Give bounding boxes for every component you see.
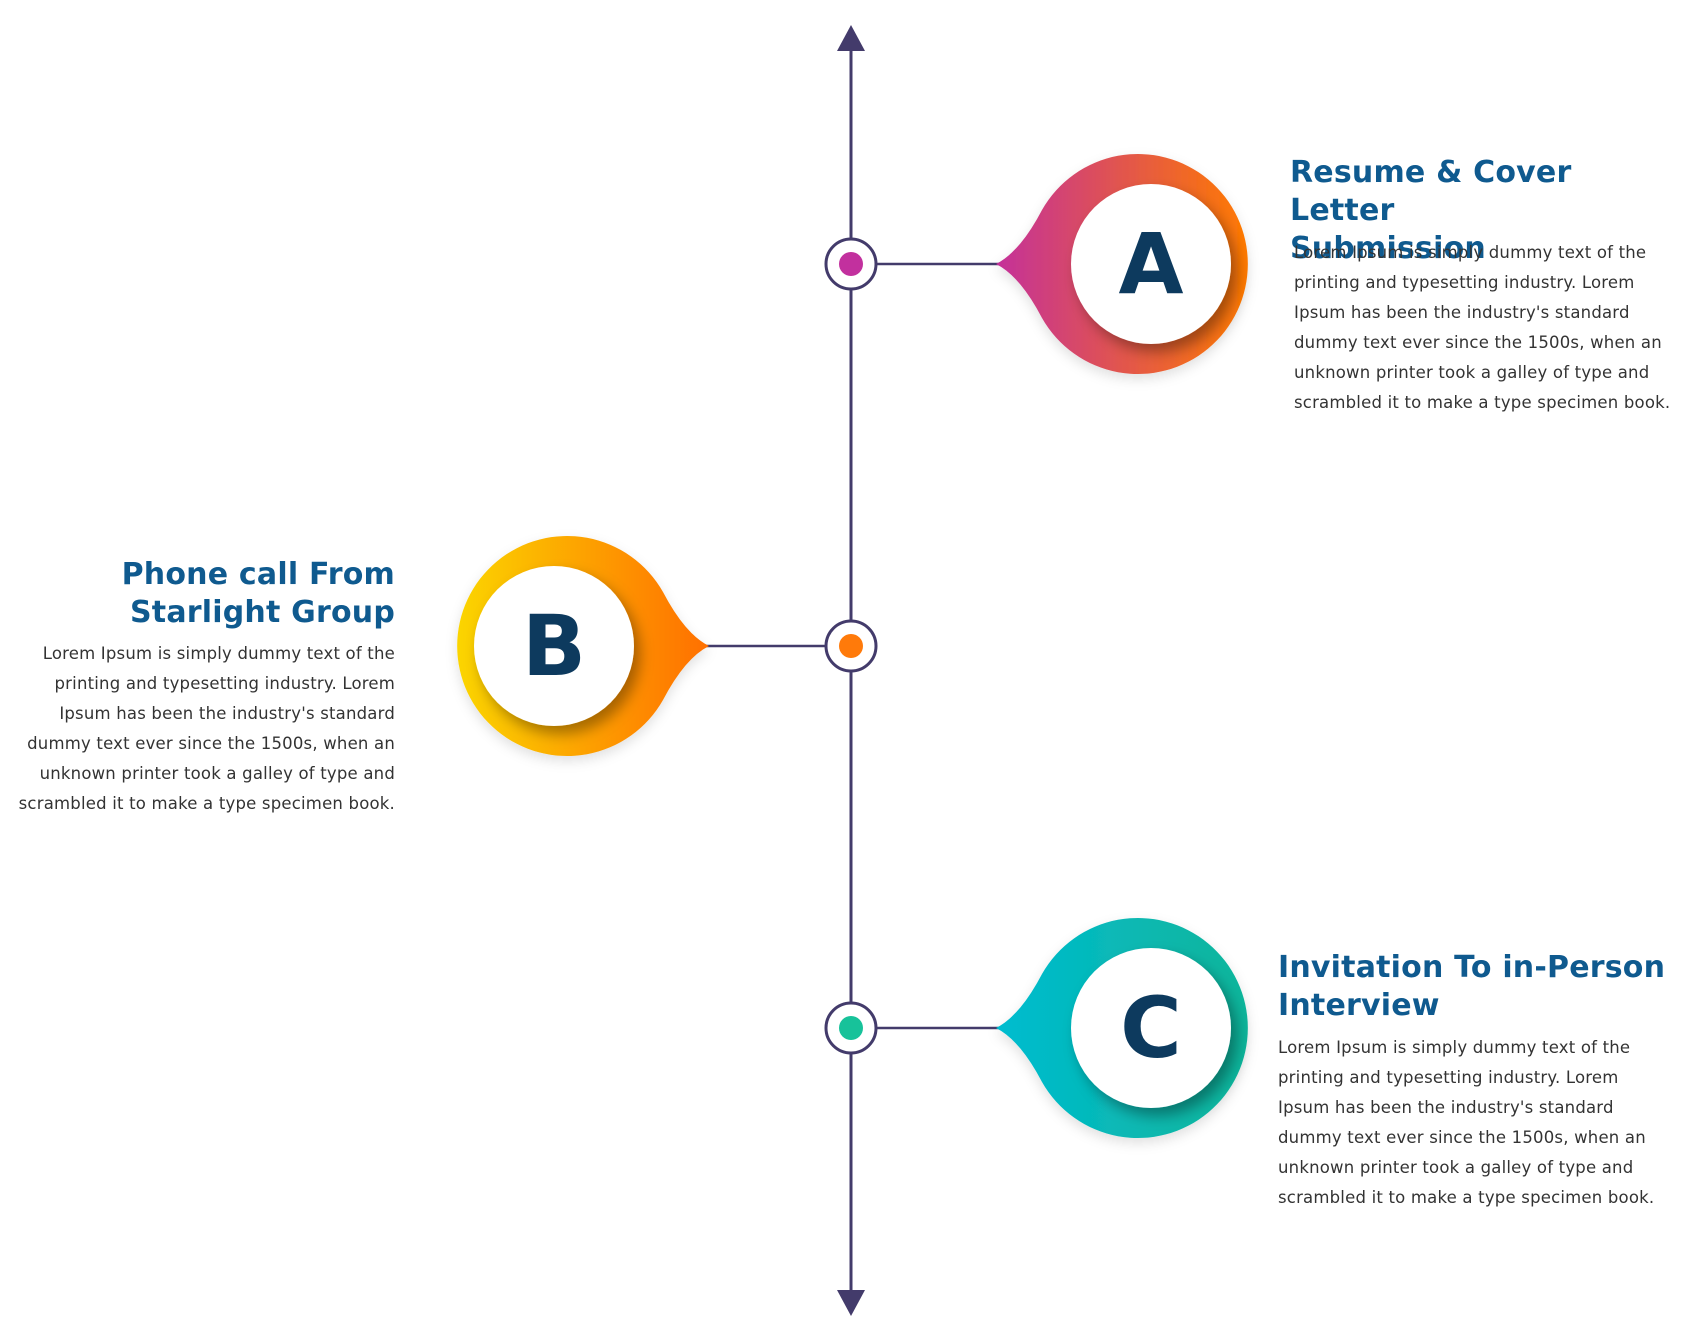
step-c-marker: C: [824, 918, 1248, 1139]
step-a-inner-circle: [1071, 184, 1231, 344]
step-a-axis-dot: [839, 252, 863, 276]
step-b-letter: B: [522, 597, 586, 695]
step-c-title-line1: Invitation To in-Person: [1278, 950, 1666, 985]
step-c-axis-dot: [839, 1016, 863, 1040]
axis-arrow-down-icon: [837, 1290, 865, 1316]
step-a-marker: A: [824, 154, 1248, 374]
step-c-title: Invitation To in-Person Interview: [1278, 949, 1673, 1025]
step-c-description: Lorem Ipsum is simply dummy text of the …: [1278, 1038, 1655, 1207]
axis-arrow-up-icon: [837, 25, 865, 51]
step-c-title-line2: Interview: [1278, 988, 1440, 1023]
step-c-letter: C: [1120, 979, 1182, 1077]
step-a-title-line2: Submission: [1290, 231, 1486, 266]
step-b-inner-circle: [474, 566, 634, 726]
step-b-title: Phone call From Starlight Group: [20, 556, 395, 632]
step-b-marker: B: [457, 535, 878, 756]
step-a-title: Resume & Cover Letter Submission: [1290, 154, 1675, 268]
step-b-title-line1: Phone call From: [121, 557, 395, 592]
step-c-inner-circle: [1071, 948, 1231, 1108]
step-b-axis-dot: [839, 634, 863, 658]
step-b-description: Lorem Ipsum is simply dummy text of the …: [18, 644, 395, 813]
step-a-letter: A: [1118, 215, 1183, 313]
step-a-title-line1: Resume & Cover Letter: [1290, 155, 1572, 228]
step-a-description: Lorem Ipsum is simply dummy text of the …: [1294, 243, 1671, 412]
step-b-title-line2: Starlight Group: [129, 595, 395, 630]
